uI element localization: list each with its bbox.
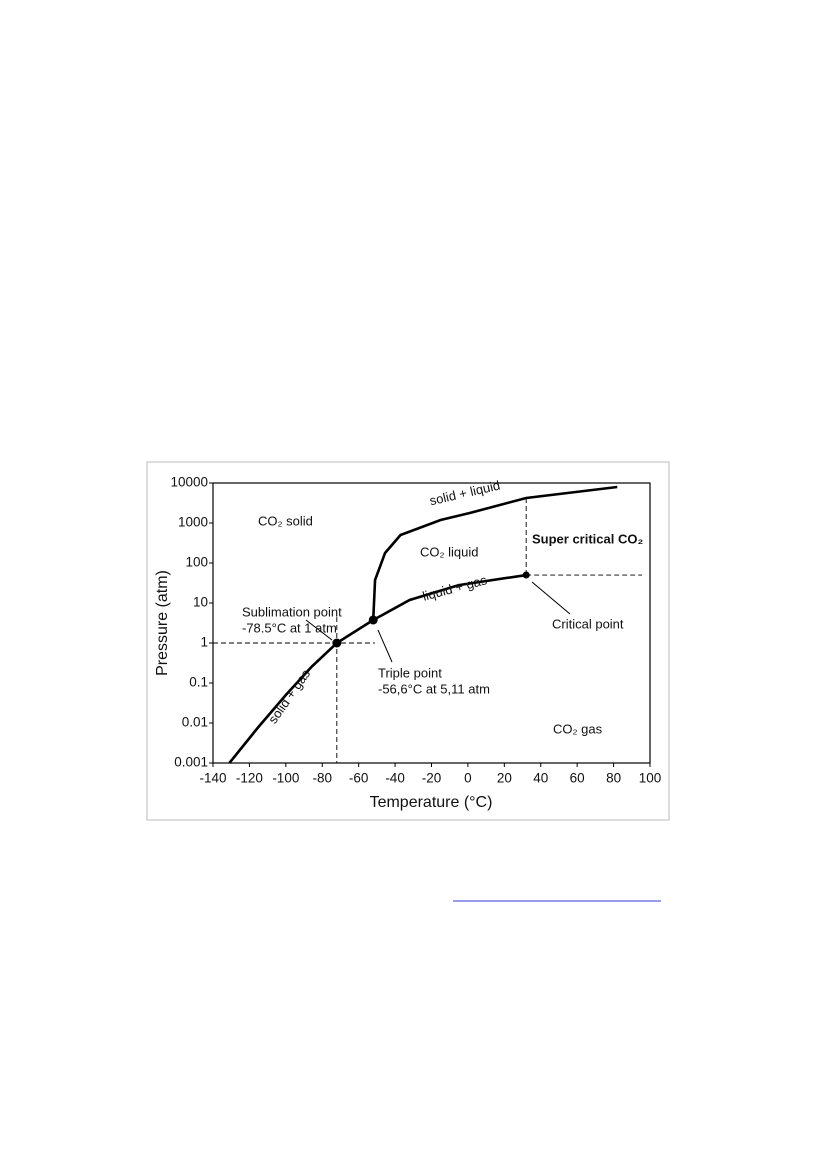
x-tick-label: -100: [272, 771, 299, 786]
x-tick-label: 0: [464, 771, 472, 786]
phase-curve: [372, 573, 527, 622]
phase-point: [522, 571, 530, 579]
arrow: [377, 629, 393, 663]
x-tick-label: 20: [497, 771, 512, 786]
arrow: [305, 619, 333, 641]
point-label: Sublimation point: [242, 604, 342, 619]
phase-curve: [371, 485, 618, 621]
x-tick-label: 40: [533, 771, 548, 786]
y-tick-label: 10: [193, 595, 208, 610]
y-tick-label: 10000: [170, 475, 208, 490]
curve-label: solid + liquid: [428, 478, 501, 509]
x-tick-label: -40: [385, 771, 405, 786]
y-tick-label: 1: [200, 635, 208, 650]
y-tick-label: 1000: [178, 515, 208, 530]
x-tick-label: -120: [236, 771, 263, 786]
x-tick-label: 100: [639, 771, 662, 786]
region-label: Super critical CO₂: [532, 531, 643, 546]
phase-point: [368, 615, 378, 625]
x-tick-label: -60: [349, 771, 369, 786]
x-tick-label: -20: [422, 771, 442, 786]
y-axis-label: Pressure (atm): [154, 570, 171, 676]
arrow: [531, 581, 571, 615]
y-tick-label: 0.1: [189, 675, 208, 690]
point-label: Critical point: [552, 616, 624, 631]
y-tick-label: 100: [185, 555, 208, 570]
y-tick-label: 0.01: [182, 715, 208, 730]
x-axis-label: Temperature (°C): [370, 794, 493, 811]
phase-curve: [228, 618, 374, 764]
curve-label: liquid + gas: [421, 572, 489, 604]
region-label: CO₂ solid: [258, 513, 313, 528]
x-tick-label: -80: [312, 771, 332, 786]
phase-point: [332, 638, 342, 648]
point-label: -78.5°C at 1 atm: [242, 620, 337, 635]
x-tick-label: 80: [606, 771, 621, 786]
region-label: CO₂ liquid: [420, 544, 479, 559]
x-tick-label: -140: [199, 771, 226, 786]
point-label: -56,6°C at 5,11 atm: [378, 681, 490, 696]
figure-frame: [146, 461, 670, 821]
x-tick-label: 60: [570, 771, 585, 786]
point-label: Triple point: [378, 665, 442, 680]
curve-label: solid + gas: [265, 666, 313, 726]
region-label: CO₂ gas: [553, 721, 603, 736]
y-tick-label: 0.001: [174, 755, 208, 770]
